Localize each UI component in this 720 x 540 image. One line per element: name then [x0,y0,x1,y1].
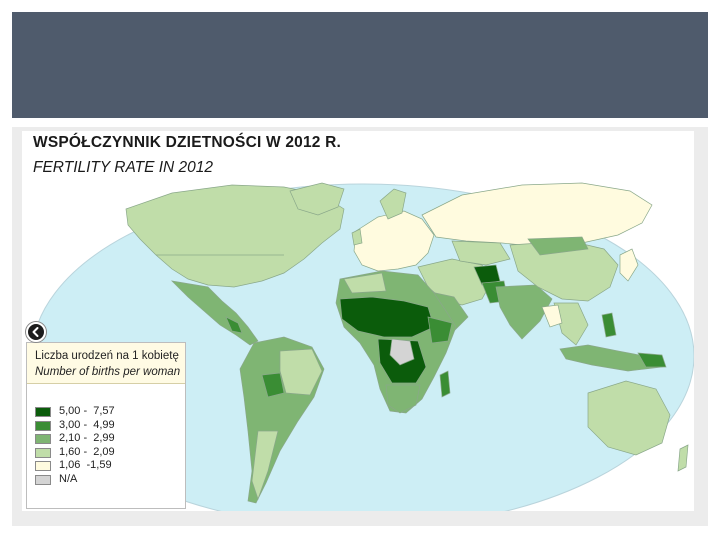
region-australia [587,380,671,456]
legend-swatch [35,447,51,458]
region-sahel [339,296,435,338]
region-scandinavia [379,188,407,220]
legend-swatch [35,474,51,485]
region-philippines [601,312,617,338]
map-panel: WSPÓŁCZYNNIK DZIETNOŚCI W 2012 R. FERTIL… [22,131,694,511]
legend-list: 5,00 - 7,57 3,00 - 4,99 2,10 - 2,99 1,60… [35,405,175,488]
legend-swatch [35,434,51,444]
legend-heading-polish: Liczba urodzeń na 1 kobietę [35,350,179,362]
region-russia [421,182,653,248]
slide-header-band [12,12,708,118]
region-greenland [289,182,345,216]
region-maghreb [343,272,387,294]
region-papua-new-guinea [637,352,667,368]
legend-label: 1,06 -1,59 [59,459,112,471]
map-title-polish: WSPÓŁCZYNNIK DZIETNOŚCI W 2012 R. [33,134,342,151]
region-drc-na [389,338,415,366]
region-new-zealand [677,444,689,472]
region-japan-korea [619,248,639,282]
legend-item: 1,60 - 2,09 [35,445,175,461]
region-bolivia-paraguay [261,372,285,398]
map-title-english: FERTILITY RATE IN 2012 [33,159,214,176]
chevron-left-icon[interactable] [26,322,46,342]
region-thailand [541,304,563,328]
region-southern-africa [385,384,421,414]
chevron-left-glyph [32,327,39,337]
legend: Liczba urodzeń na 1 kobietę Number of bi… [26,342,186,509]
world-map [31,182,694,511]
legend-swatch [35,420,51,431]
region-guatemala [225,316,243,334]
legend-heading-english: Number of births per woman [35,366,181,378]
region-kazakhstan [451,240,511,266]
region-brazil [279,348,323,396]
legend-label: N/A [59,472,78,485]
region-afghanistan [473,264,501,286]
legend-label: 2,10 - 2,99 [59,432,115,444]
region-uk-ireland [351,228,363,246]
legend-item: 2,10 - 2,99 [35,432,175,447]
legend-swatch [35,407,51,417]
legend-item: 5,00 - 7,57 [35,405,175,420]
legend-label: 5,00 - 7,57 [59,405,115,417]
legend-label: 3,00 - 4,99 [59,418,115,431]
region-madagascar [439,370,451,398]
region-mongolia [527,236,589,256]
legend-header: Liczba urodzeń na 1 kobietę Number of bi… [27,343,185,384]
legend-item: N/A [35,472,175,488]
region-chile-argentina [251,430,279,501]
region-china [509,240,619,302]
legend-item: 1,06 -1,59 [35,459,175,474]
legend-label: 1,60 - 2,09 [59,445,115,458]
legend-item: 3,00 - 4,99 [35,418,175,434]
region-horn-of-africa [427,316,453,344]
region-southeast-asia [553,302,589,346]
legend-swatch [35,461,51,471]
